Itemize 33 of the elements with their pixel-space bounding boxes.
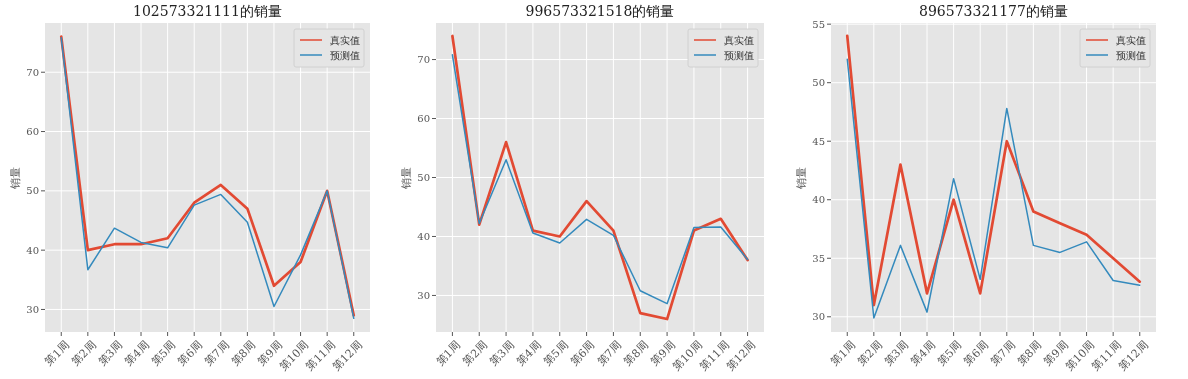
y-tick-label: 70 — [417, 54, 430, 66]
chart-title: 996573321518的销量 — [525, 3, 675, 19]
x-tick-label: 第6周 — [961, 338, 991, 369]
legend-label: 预测值 — [1116, 50, 1146, 61]
chart-title: 102573321111的销量 — [133, 3, 282, 19]
y-axis-title: 销量 — [400, 166, 413, 190]
y-tick-label: 40 — [417, 230, 430, 242]
x-tick-label: 第4周 — [122, 338, 152, 369]
y-tick-label: 60 — [417, 113, 430, 125]
chart-title: 896573321177的销量 — [919, 3, 1068, 19]
y-tick-label: 50 — [26, 185, 39, 197]
y-axis-title: 销量 — [9, 166, 22, 190]
y-axis-title: 销量 — [795, 166, 808, 190]
y-tick-label: 55 — [812, 18, 825, 30]
y-tick-label: 30 — [417, 289, 430, 301]
y-tick-label: 50 — [417, 172, 430, 183]
legend-label: 预测值 — [724, 50, 754, 61]
y-tick-label: 35 — [812, 252, 825, 264]
legend-label: 真实值 — [330, 35, 360, 46]
y-tick-label: 30 — [812, 311, 825, 323]
legend-label: 预测值 — [330, 50, 360, 61]
y-tick-label: 60 — [26, 126, 39, 138]
y-tick-label: 45 — [812, 135, 825, 147]
x-tick-label: 第6周 — [175, 338, 205, 369]
legend-label: 真实值 — [724, 35, 754, 46]
y-tick-label: 30 — [26, 303, 39, 315]
y-tick-label: 40 — [26, 244, 39, 256]
y-tick-label: 70 — [26, 66, 39, 78]
legend-label: 真实值 — [1116, 35, 1146, 46]
y-tick-label: 50 — [812, 77, 825, 89]
y-tick-label: 40 — [812, 194, 825, 206]
x-tick-label: 第4周 — [908, 338, 938, 369]
x-tick-label: 第3周 — [487, 338, 517, 369]
